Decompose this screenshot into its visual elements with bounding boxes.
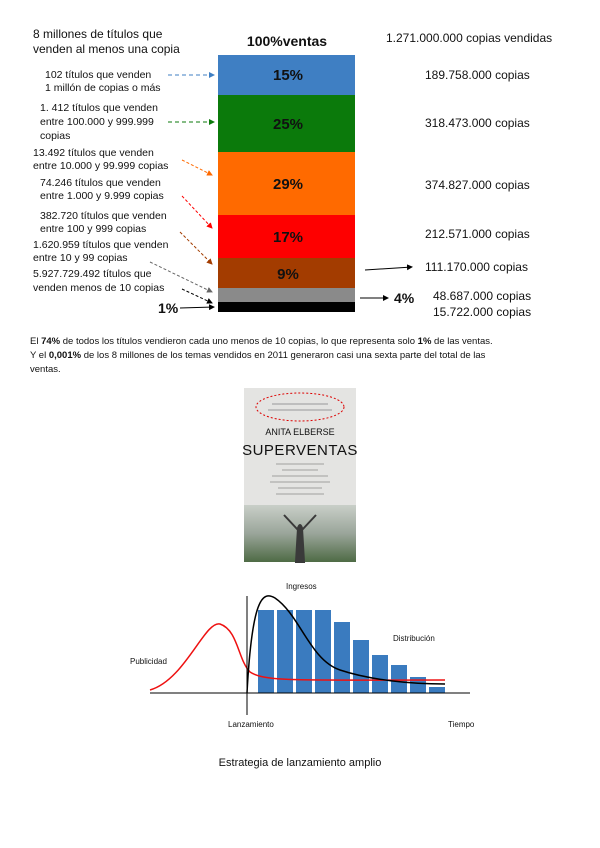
text: de todos los títulos vendieron cada uno … xyxy=(60,336,418,347)
left-label: 1.620.959 títulos que venden xyxy=(33,239,169,251)
arrow xyxy=(181,288,213,304)
copies: 212.571.000 copias xyxy=(425,227,530,241)
left-label: copias xyxy=(40,130,70,142)
text: El xyxy=(30,336,41,347)
segment xyxy=(218,302,355,312)
left-label: entre 10.000 y 99.999 copias xyxy=(33,160,168,172)
left-label: venden menos de 10 copias xyxy=(33,282,164,294)
arrow xyxy=(179,304,215,311)
center-title: 100%ventas xyxy=(247,33,327,49)
segment-percent: 4% xyxy=(394,290,415,306)
figure xyxy=(283,514,317,563)
left-title: 8 millones de títulos que xyxy=(33,27,163,41)
left-label: 74.246 títulos que venden xyxy=(40,177,161,189)
left-label: 102 títulos que venden xyxy=(45,69,151,81)
arrow xyxy=(364,264,413,271)
text: 1% xyxy=(418,336,432,347)
segment-percent: 9% xyxy=(277,266,299,283)
segment xyxy=(218,288,355,302)
right-title: 1.271.000.000 copias vendidas xyxy=(386,31,552,45)
revenue-curve xyxy=(246,595,446,694)
diagram-label: Ingresos xyxy=(286,582,317,591)
left-label: entre 10 y 99 copias xyxy=(33,252,128,264)
segment xyxy=(218,215,355,258)
copies: 189.758.000 copias xyxy=(425,68,530,82)
text: 74% xyxy=(41,336,61,347)
segment-percent: 29% xyxy=(273,176,303,193)
left-label: entre 1.000 y 9.999 copias xyxy=(40,190,164,202)
segment-percent: 17% xyxy=(273,229,303,246)
left-label: 1 millón de copias o más xyxy=(45,82,161,94)
advertising-curve xyxy=(149,623,446,691)
diagram-label: Distribución xyxy=(393,634,435,643)
badge xyxy=(255,392,345,422)
text: 0,001% xyxy=(49,350,82,361)
text: Y el xyxy=(30,350,49,361)
paragraph: Y el 0,001% de los 8 millones de los tem… xyxy=(30,350,486,361)
text: de las ventas. xyxy=(431,336,492,347)
copies: 374.827.000 copias xyxy=(425,178,530,192)
segment xyxy=(218,95,355,152)
left-label: entre 100 y 999 copias xyxy=(40,223,146,235)
diagram-label: Tiempo xyxy=(448,720,475,729)
diagram-label: Publicidad xyxy=(130,657,167,666)
paragraph: ventas. xyxy=(30,364,61,375)
caption: Estrategia de lanzamiento amplio xyxy=(219,757,382,769)
diagram-label: Lanzamiento xyxy=(228,720,274,729)
arrow xyxy=(181,195,213,229)
left-title: venden al menos una copia xyxy=(33,42,180,56)
left-label: entre 100.000 y 999.999 xyxy=(40,116,154,128)
left-label: 5.927.729.492 títulos que xyxy=(33,268,152,280)
text: de los 8 millones de los temas vendidos … xyxy=(81,350,486,361)
copies: 111.170.000 copias xyxy=(425,260,528,274)
segment-percent: 15% xyxy=(273,67,303,84)
segment xyxy=(218,55,355,95)
copies: 15.722.000 copias xyxy=(433,305,531,319)
copies: 318.473.000 copias xyxy=(425,116,530,130)
copies: 48.687.000 copias xyxy=(433,289,531,303)
left-label: 13.492 títulos que venden xyxy=(33,147,154,159)
book-title: SUPERVENTAS xyxy=(242,442,358,459)
arrow xyxy=(149,261,213,293)
segment-percent: 25% xyxy=(273,116,303,133)
paragraph: El 74% de todos los títulos vendieron ca… xyxy=(30,336,493,347)
segment xyxy=(218,258,355,288)
book-author: ANITA ELBERSE xyxy=(265,427,334,437)
segment-percent: 1% xyxy=(158,300,179,316)
left-label: 1. 412 títulos que venden xyxy=(40,102,158,114)
segment xyxy=(218,152,355,215)
left-label: 382.720 títulos que venden xyxy=(40,210,167,222)
book-subtitle xyxy=(270,463,330,495)
arrow xyxy=(181,159,213,176)
arrow xyxy=(179,231,213,265)
